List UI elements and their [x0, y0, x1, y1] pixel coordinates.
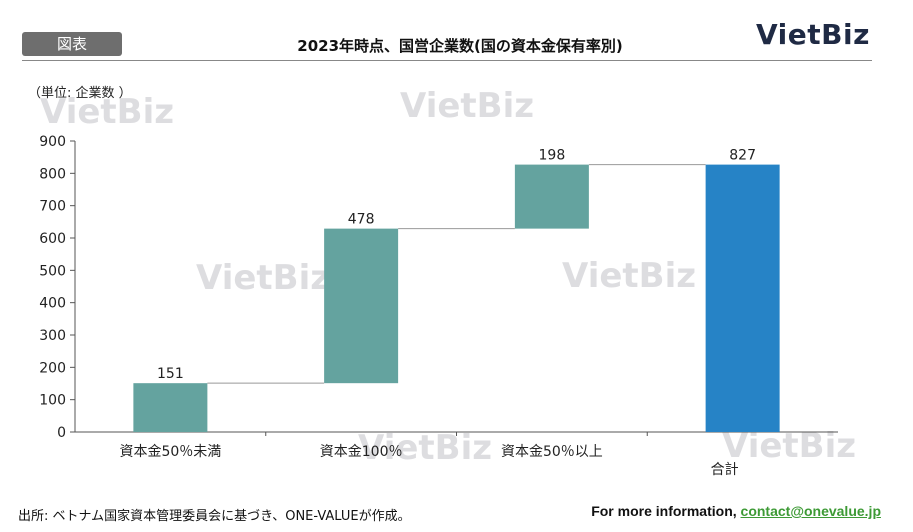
unit-label: （単位: 企業数 ）: [28, 86, 132, 101]
y-tick-label: 0: [57, 425, 66, 441]
y-tick-label: 700: [39, 199, 66, 215]
y-tick-label: 800: [39, 166, 66, 182]
vietbiz-logo: VietBiz: [756, 18, 870, 51]
data-label: 827: [729, 148, 756, 164]
y-tick-label: 100: [39, 393, 66, 409]
data-label: 478: [348, 212, 375, 228]
step-bar: [133, 383, 208, 432]
contact-email-link[interactable]: contact@onevalue.jp: [740, 503, 881, 519]
category-label: 資本金50％未満: [119, 444, 221, 460]
watermark: VietBiz: [40, 92, 175, 132]
y-tick-label: 300: [39, 328, 66, 344]
category-label: 合計: [711, 462, 739, 478]
category-label: 資本金100％: [320, 444, 403, 460]
source-note: 出所: ベトナム国家資本管理委員会に基づき、ONE-VALUEが作成。: [18, 509, 411, 524]
y-tick-label: 900: [39, 134, 66, 150]
header-divider: [22, 60, 872, 61]
total-bar: [705, 164, 780, 432]
watermark: VietBiz: [196, 258, 331, 298]
contact-info: For more information, contact@onevalue.j…: [591, 503, 881, 519]
data-label: 151: [157, 366, 184, 382]
watermark: VietBiz: [400, 86, 535, 126]
watermark: VietBiz: [722, 426, 857, 466]
step-bar: [324, 228, 399, 384]
category-label: 資本金50％以上: [501, 444, 603, 460]
step-bar: [514, 164, 589, 229]
y-tick-label: 600: [39, 231, 66, 247]
watermark: VietBiz: [358, 428, 493, 468]
info-prefix: For more information,: [591, 503, 737, 519]
y-tick-label: 400: [39, 296, 66, 312]
y-tick-label: 500: [39, 263, 66, 279]
y-tick-label: 200: [39, 360, 66, 376]
figure-tag: 図表: [22, 32, 122, 56]
watermark: VietBiz: [562, 256, 697, 296]
chart-title: 2023年時点、国営企業数(国の資本金保有率別): [297, 37, 623, 55]
data-label: 198: [539, 148, 566, 164]
